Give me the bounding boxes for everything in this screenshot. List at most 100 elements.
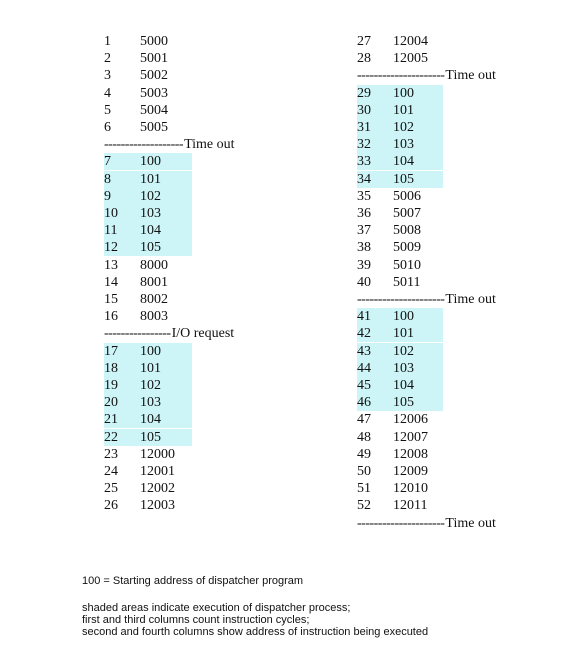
cycle-number: 17: [104, 343, 118, 359]
instruction-address: 100: [140, 343, 161, 359]
separator-dashes: ----------------: [104, 326, 171, 342]
instruction-address: 12008: [393, 446, 428, 462]
event-label: Time out: [445, 515, 496, 531]
instruction-address: 12009: [393, 464, 428, 479]
separator-dashes: ---------------------: [357, 515, 445, 531]
trace-row: 31 102: [357, 119, 443, 136]
cycle-number: 51: [357, 481, 371, 497]
cycle-number: 38: [357, 240, 371, 256]
trace-row: 46 105: [357, 394, 443, 412]
instruction-address: 103: [393, 360, 414, 376]
cycle-number: 24: [104, 464, 118, 479]
trace-row: 20 103: [104, 394, 192, 412]
cycle-number: 37: [357, 223, 371, 239]
instruction-address: 101: [140, 360, 161, 376]
cycle-number: 1: [104, 34, 111, 49]
trace-row: 36 5007: [357, 205, 443, 222]
trace-row: 16 8003: [104, 308, 192, 325]
trace-row: 52 12011: [357, 497, 443, 514]
trace-row: 9 102: [104, 187, 192, 205]
legend-note: 100 = Starting address of dispatcher pro…: [82, 575, 304, 587]
instruction-address: 12006: [393, 412, 428, 428]
instruction-address: 12005: [393, 51, 428, 67]
cycle-number: 5: [104, 102, 111, 118]
instruction-address: 5011: [393, 274, 421, 290]
cycle-number: 4: [104, 85, 111, 101]
instruction-address: 101: [393, 326, 414, 342]
cycle-number: 46: [357, 395, 371, 411]
instruction-address: 5006: [393, 188, 421, 204]
cycle-number: 48: [357, 429, 371, 445]
trace-row: 39 5010: [357, 257, 443, 274]
event-label: I/O request: [171, 326, 235, 342]
trace-row: 47 12006: [357, 411, 443, 428]
cycle-number: 12: [104, 240, 118, 256]
event-label: Time out: [445, 292, 496, 307]
instruction-address: 103: [140, 206, 161, 221]
trace-row: 17 100: [104, 342, 192, 360]
instruction-address: 12011: [393, 498, 428, 514]
event-separator: ---------------------Time out: [357, 515, 496, 532]
instruction-address: 5003: [140, 85, 168, 101]
trace-row: 42 101: [357, 325, 443, 343]
cycle-number: 9: [104, 188, 111, 204]
cycle-number: 30: [357, 102, 371, 118]
instruction-address: 103: [140, 395, 161, 411]
trace-row: 45 104: [357, 377, 443, 394]
trace-row: 30 101: [357, 101, 443, 119]
trace-row: 50 12009: [357, 463, 443, 480]
event-separator: ---------------------Time out: [357, 291, 496, 308]
trace-row: 12 105: [104, 239, 192, 257]
instruction-address: 102: [393, 343, 414, 359]
separator-dashes: ---------------------: [357, 68, 445, 84]
instruction-address: 101: [140, 171, 161, 187]
trace-row: 4 5003: [104, 85, 192, 102]
trace-row: 6 5005: [104, 119, 192, 136]
instruction-address: 105: [140, 240, 161, 256]
trace-row: 24 12001: [104, 463, 192, 480]
instruction-address: 105: [393, 171, 414, 187]
instruction-address: 5002: [140, 68, 168, 84]
instruction-address: 104: [393, 154, 414, 170]
separator-dashes: -------------------: [104, 137, 184, 153]
cycle-number: 11: [104, 223, 118, 239]
cycle-number: 15: [104, 292, 118, 307]
instruction-address: 104: [140, 412, 161, 428]
instruction-address: 12002: [140, 481, 175, 497]
explanation-notes: shaded areas indicate execution of dispa…: [82, 602, 428, 638]
trace-row: 10 103: [104, 205, 192, 222]
cycle-number: 29: [357, 85, 371, 101]
trace-row: 8 101: [104, 170, 192, 188]
trace-row: 34 105: [357, 170, 443, 188]
cycle-number: 39: [357, 257, 371, 273]
trace-row: 21 104: [104, 411, 192, 429]
cycle-number: 8: [104, 171, 111, 187]
instruction-address: 12003: [140, 498, 175, 514]
instruction-address: 100: [393, 309, 414, 325]
trace-row: 23 12000: [104, 446, 192, 463]
cycle-number: 31: [357, 120, 371, 135]
instruction-address: 100: [140, 154, 161, 170]
cycle-number: 36: [357, 206, 371, 221]
cycle-number: 26: [104, 498, 118, 514]
cycle-number: 19: [104, 378, 118, 393]
trace-row: 51 12010: [357, 480, 443, 497]
trace-row: 26 12003: [104, 497, 192, 514]
trace-row: 15 8002: [104, 291, 192, 308]
instruction-address: 104: [140, 223, 161, 239]
cycle-number: 18: [104, 360, 118, 376]
trace-row: 25 12002: [104, 480, 192, 497]
cycle-number: 49: [357, 446, 371, 462]
trace-row: 37 5008: [357, 222, 443, 239]
trace-row: 14 8001: [104, 274, 192, 291]
instruction-address: 100: [393, 85, 414, 101]
event-separator: -------------------Time out: [104, 136, 235, 153]
trace-row: 41 100: [357, 308, 443, 326]
cycle-number: 27: [357, 34, 371, 49]
trace-row: 7 100: [104, 153, 192, 171]
instruction-address: 5010: [393, 257, 421, 273]
instruction-address: 102: [140, 378, 161, 393]
notes: 100 = Starting address of dispatcher pro…: [82, 575, 303, 587]
separator-dashes: ---------------------: [357, 292, 445, 307]
trace-row: 29 100: [357, 84, 443, 102]
